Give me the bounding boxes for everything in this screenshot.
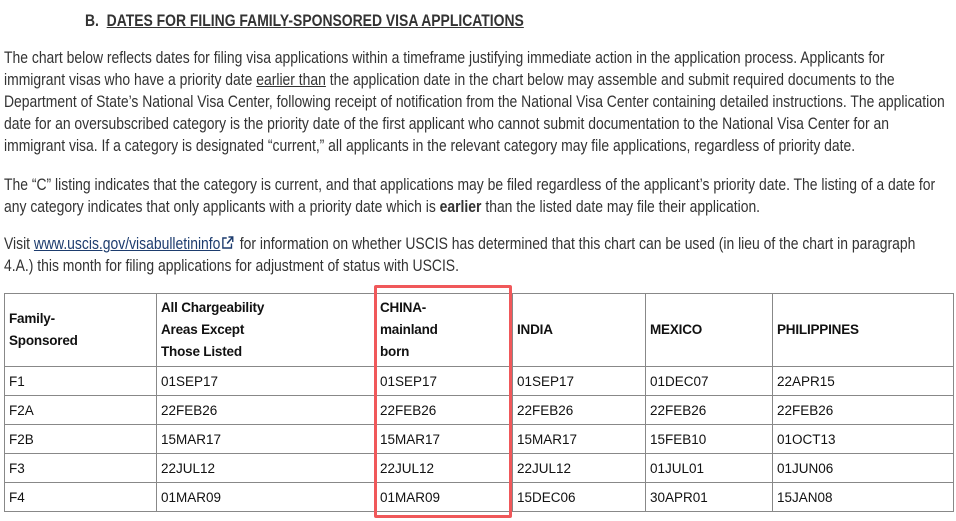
column-header-line: PHILIPPINES <box>777 322 859 337</box>
dates-for-filing-table: Family- Sponsored All Chargeability Areas E… <box>4 293 954 512</box>
date-cell: 01MAR09 <box>375 482 513 512</box>
table-row: F4 01MAR09 01MAR09 15DEC06 30APR01 15JAN08 <box>4 482 954 512</box>
section-letter: B. <box>85 12 99 30</box>
date-cell: 01DEC07 <box>645 366 773 396</box>
date-cell: 01JUN06 <box>772 453 954 483</box>
column-header-line: All Chargeability <box>161 300 265 315</box>
category-cell: F2A <box>4 395 157 425</box>
date-cell: 22FEB26 <box>645 395 773 425</box>
column-header-line: MEXICO <box>650 322 703 337</box>
date-cell: 15MAR17 <box>512 424 646 454</box>
category-cell: F4 <box>4 482 157 512</box>
column-header-line: mainland <box>380 322 438 337</box>
column-header: CHINA-mainland born <box>375 293 513 367</box>
paragraph-c-listing: The “C” listing indicates that the categ… <box>4 176 936 216</box>
emphasis-earlier-than: earlier than <box>256 71 326 89</box>
date-cell: 22JUL12 <box>156 453 376 483</box>
table-row: F1 01SEP17 01SEP17 01SEP17 01DEC07 22APR15 <box>4 366 954 396</box>
date-cell: 22JUL12 <box>512 453 646 483</box>
table-row: F3 22JUL12 22JUL12 22JUL12 01JUL01 01JUN06 <box>4 453 954 483</box>
date-cell: 01MAR09 <box>156 482 376 512</box>
date-cell: 01JUL01 <box>645 453 773 483</box>
date-cell: 01SEP17 <box>512 366 646 396</box>
emphasis-earlier: earlier <box>439 198 482 216</box>
column-header-line: born <box>380 344 410 359</box>
section-title: DATES FOR FILING FAMILY-SPONSORED VISA A… <box>106 12 524 30</box>
column-header: MEXICO <box>645 293 773 367</box>
date-cell: 15DEC06 <box>512 482 646 512</box>
date-cell: 15JAN08 <box>772 482 954 512</box>
date-cell: 30APR01 <box>645 482 773 512</box>
column-header: All Chargeability Areas Except Those Liste… <box>156 293 376 367</box>
column-header-line: Sponsored <box>9 333 78 348</box>
date-cell: 22FEB26 <box>156 395 376 425</box>
column-header: Family- Sponsored <box>4 293 157 367</box>
column-header-line: CHINA- <box>380 300 427 315</box>
category-cell: F2B <box>4 424 157 454</box>
table-row: F2A 22FEB26 22FEB26 22FEB26 22FEB26 22FEB26 <box>4 395 954 425</box>
column-header-line: Those Listed <box>161 344 242 359</box>
table-row: F2B 15MAR17 15MAR17 15MAR17 15FEB10 01OCT13 <box>4 424 954 454</box>
date-cell: 22FEB26 <box>772 395 954 425</box>
date-cell: 15MAR17 <box>375 424 513 454</box>
section-heading: B. DATES FOR FILING FAMILY-SPONSORED VIS… <box>85 10 524 32</box>
column-header: INDIA <box>512 293 646 367</box>
date-cell: 22JUL12 <box>375 453 513 483</box>
category-cell: F1 <box>4 366 157 396</box>
column-header-line: INDIA <box>517 322 553 337</box>
external-link-icon <box>221 233 234 255</box>
date-cell: 22APR15 <box>772 366 954 396</box>
column-header-line: Family- <box>9 311 55 326</box>
date-cell: 01SEP17 <box>375 366 513 396</box>
paragraph-intro: The chart below reflects dates for filin… <box>4 49 945 155</box>
category-cell: F3 <box>4 453 157 483</box>
column-header-line: Areas Except <box>161 322 245 337</box>
column-header: PHILIPPINES <box>772 293 954 367</box>
date-cell: 01OCT13 <box>772 424 954 454</box>
paragraph-uscis: Visit www.uscis.gov/visabulletininfo for… <box>4 233 916 275</box>
table-header-row: Family- Sponsored All Chargeability Areas E… <box>4 293 954 367</box>
date-cell: 15MAR17 <box>156 424 376 454</box>
uscis-link[interactable]: www.uscis.gov/visabulletininfo <box>33 235 221 253</box>
date-cell: 01SEP17 <box>156 366 376 396</box>
date-cell: 22FEB26 <box>512 395 646 425</box>
date-cell: 22FEB26 <box>375 395 513 425</box>
date-cell: 15FEB10 <box>645 424 773 454</box>
